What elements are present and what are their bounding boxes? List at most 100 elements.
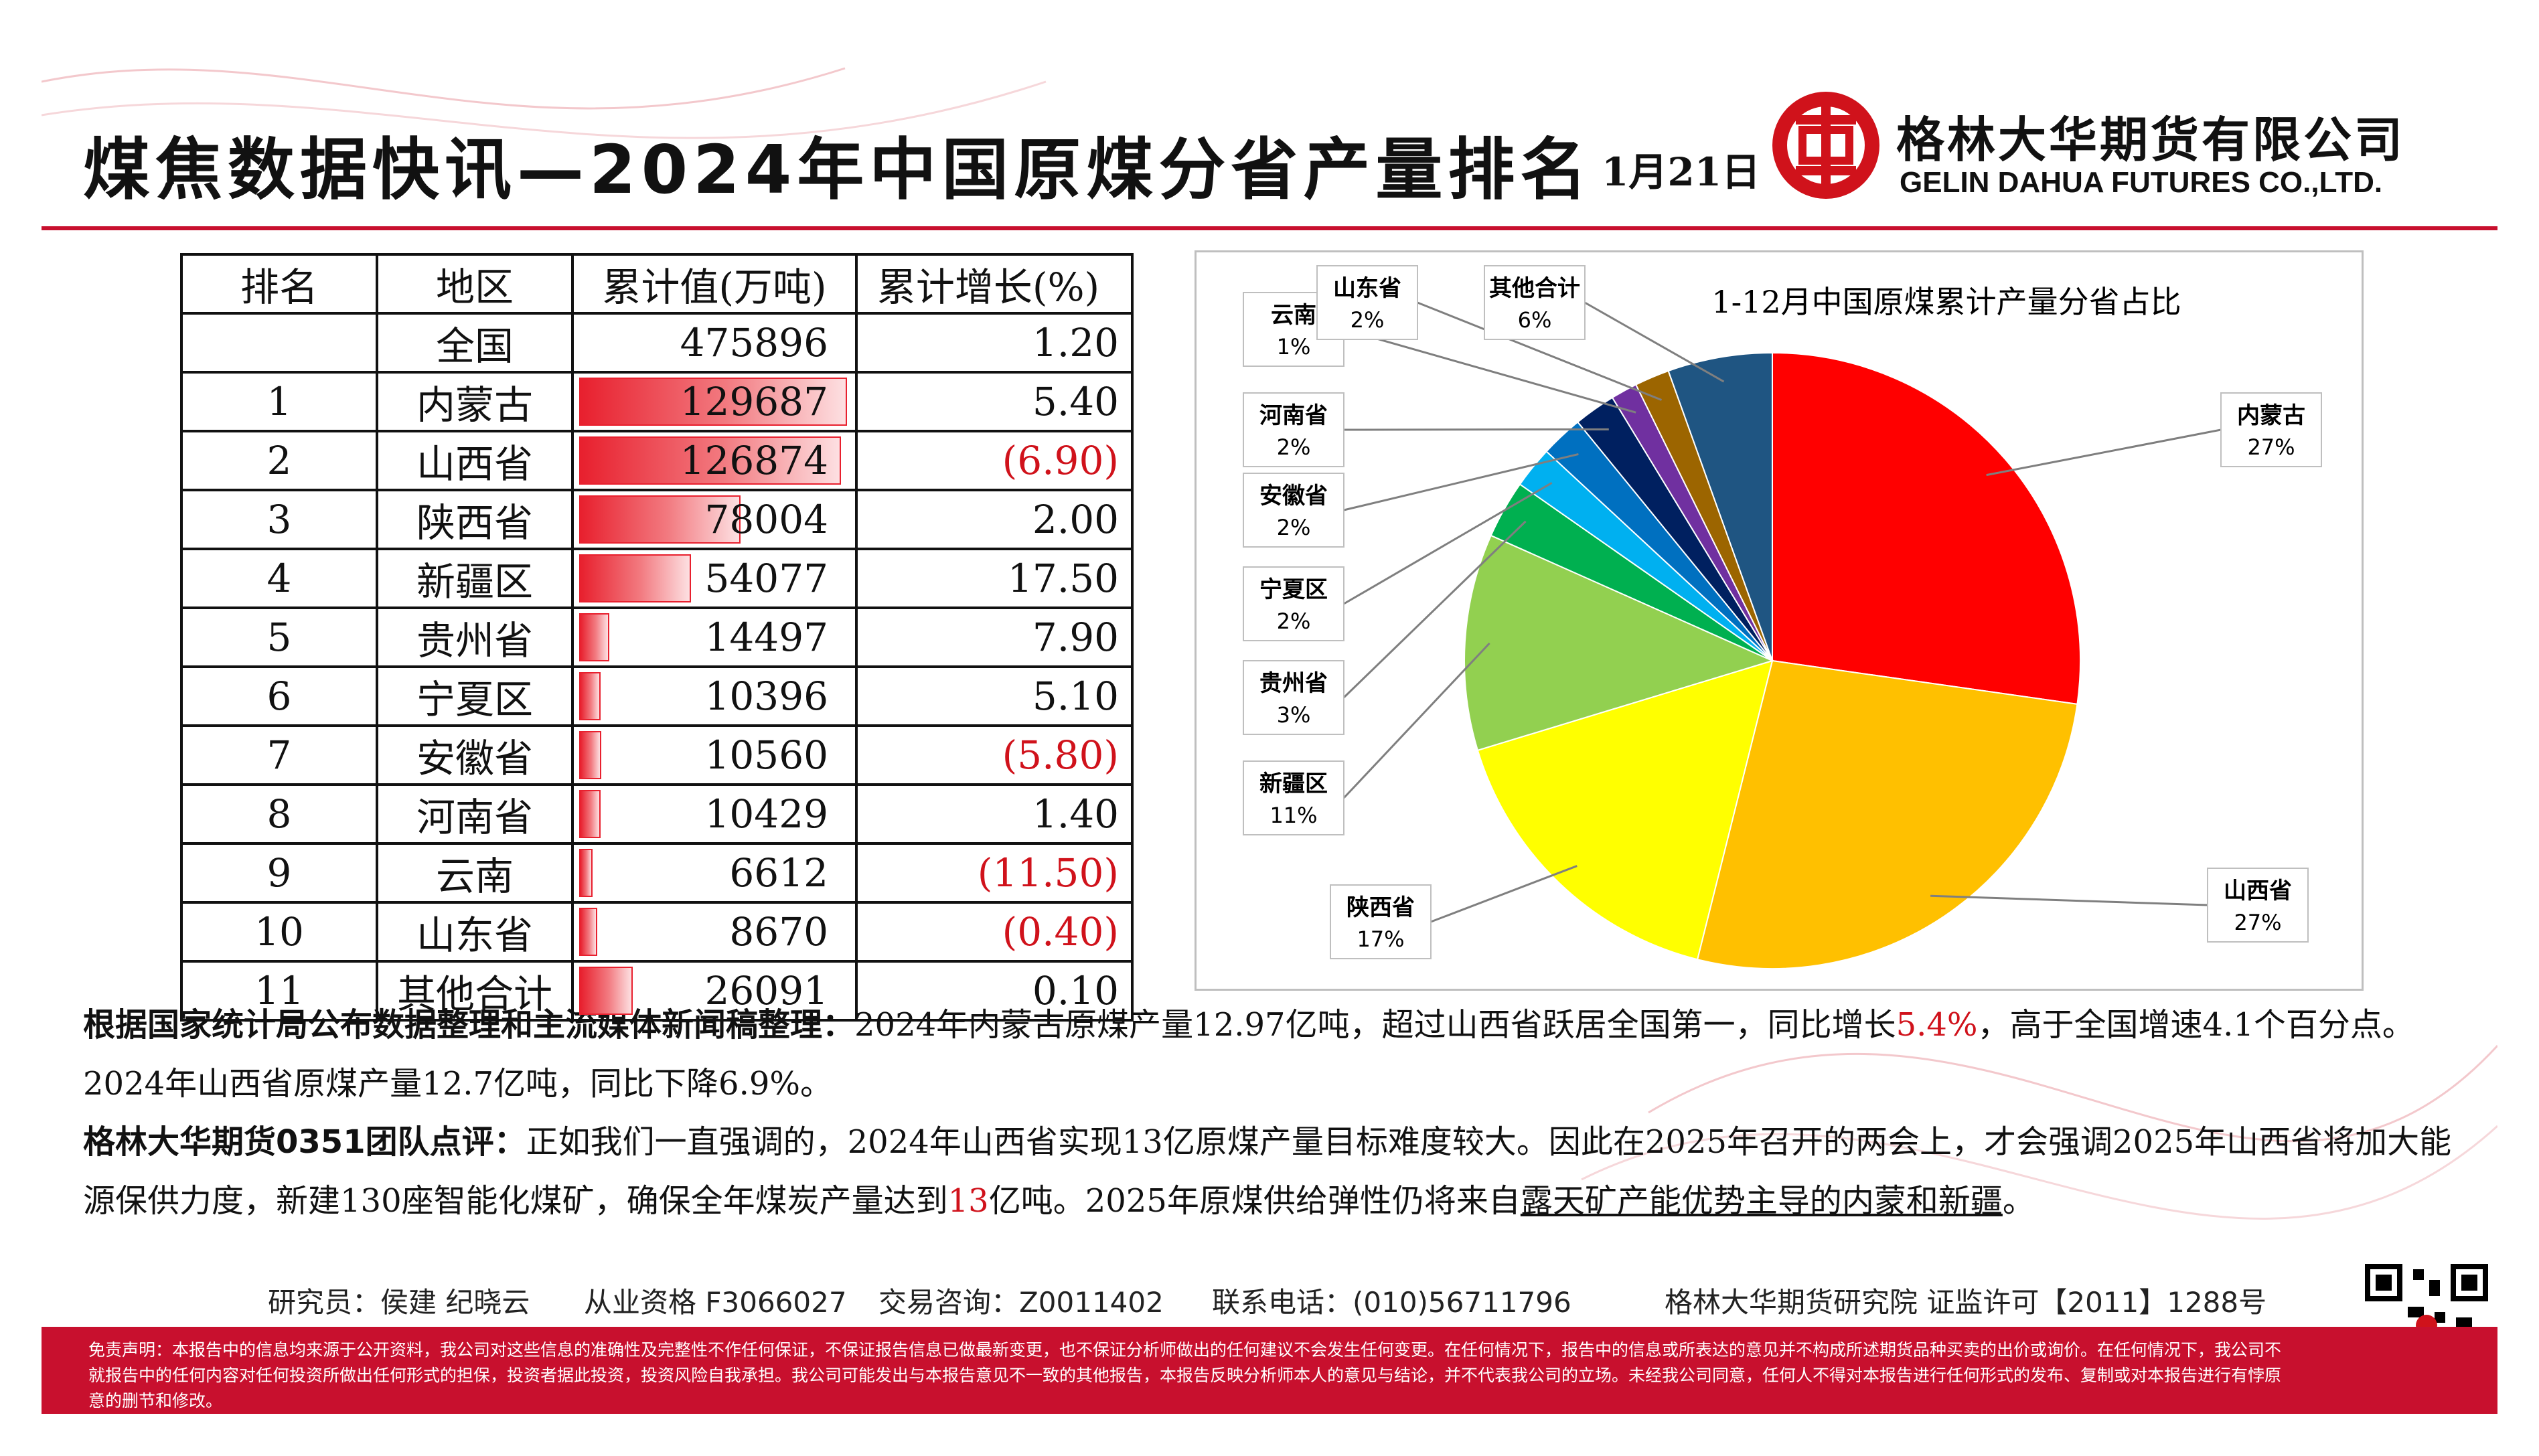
data-bar [579,967,633,1015]
cell-value: 54077 [571,548,858,609]
leader-line [1342,642,1490,799]
cell-value: 10396 [571,665,858,727]
footer-phone: 联系电话：(010)56711796 [1212,1286,1571,1319]
data-label-box [2207,868,2309,943]
cell-value: 129687 [571,371,858,432]
summary-lead: 根据国家统计局公布数据整理和主流媒体新闻稿整理： [83,1006,855,1044]
slice-name-label: 云南 [1271,302,1316,329]
data-bar [579,613,609,661]
page-title: 煤焦数据快讯—2024年中国原煤分省产量排名 [83,131,1593,209]
company-name-cn: 格林大华期货有限公司 [1896,112,2406,168]
decorative-waves [42,67,2497,1220]
slice-percent-label: 1% [1277,334,1311,359]
table-row: 1 内蒙古 129687 5.40 [180,371,1134,432]
pie-slice [1696,659,2078,969]
cell-value-text: 10429 [704,791,828,837]
cell-rank: 4 [180,548,378,609]
disclaimer-bar: 免责声明：本报告中的信息均来源于公开资料，我公司对这些信息的准确性及完整性不作任… [42,1327,2497,1414]
slice-name-label: 贵州省 [1259,670,1328,697]
cell-rank: 3 [180,489,378,550]
cell-value: 10429 [571,783,858,845]
cell-growth: 1.20 [855,312,1134,374]
slice-percent-label: 17% [1357,926,1404,952]
province-output-table: 排名 地区 累计值(万吨) 累计增长(%) 全国 475896 1.20 1 内蒙古 12… [180,253,1134,1022]
leader-line [1343,481,1553,605]
slice-name-label: 安徽省 [1259,483,1328,509]
slice-percent-label: 11% [1270,803,1317,828]
slice-percent-label: 2% [1277,515,1311,540]
cell-value-text: 8670 [729,909,828,955]
data-label-box [1316,265,1418,340]
cell-value-text: 6612 [729,850,828,896]
leader-line [1343,453,1579,511]
header-cumulative-value: 累计值(万吨) [571,253,858,315]
commentary-text-b: 亿吨。2025年原煤供给弹性仍将来自 [988,1182,1521,1220]
data-label-box [1243,660,1344,735]
data-bar [579,495,741,544]
cell-value: 78004 [571,489,858,550]
data-bar [579,672,601,720]
slice-percent-label: 27% [2247,434,2295,460]
cell-growth: (6.90) [855,430,1134,491]
cell-growth: 0.10 [855,960,1134,1022]
data-label-box [1243,760,1344,835]
table-row: 5 贵州省 14497 7.90 [180,606,1134,668]
pie-slice [1476,659,1774,961]
header-cumulative-growth: 累计增长(%) [855,253,1134,315]
cell-value: 6612 [571,842,858,904]
report-date: 1月21日 [1602,149,1761,195]
data-label-box [1243,392,1344,467]
slice-percent-label: 2% [1277,609,1311,634]
commentary-lead: 格林大华期货0351团队点评： [83,1123,526,1161]
table-header-row: 排名 地区 累计值(万吨) 累计增长(%) [180,253,1134,315]
table-row: 6 宁夏区 10396 5.10 [180,665,1134,727]
slice-name-label: 其他合计 [1489,275,1580,302]
slice-percent-label: 2% [1277,434,1311,460]
cell-growth: (0.40) [855,901,1134,963]
cell-rank: 7 [180,724,378,786]
header-rank: 排名 [180,253,378,315]
table-row: 全国 475896 1.20 [180,312,1134,374]
pie-chart-panel: 1-12月中国原煤累计产量分省占比 内蒙古 27% 山西省 27% 陕西省 17% 新疆区 11… [1195,250,2364,991]
header-region: 地区 [376,253,574,315]
table-row: 3 陕西省 78004 2.00 [180,489,1134,550]
table-row: 8 河南省 10429 1.40 [180,783,1134,845]
slice-percent-label: 3% [1277,702,1311,728]
leader-line [1430,865,1578,923]
leader-line [1343,328,1636,414]
data-label-box [1243,566,1344,641]
cell-value-text: 54077 [704,556,828,601]
cell-growth: (11.50) [855,842,1134,904]
cell-value-text: 14497 [704,615,828,660]
data-label-box [1243,473,1344,548]
data-bar [579,378,847,426]
cell-region: 河南省 [376,783,574,845]
data-bar [579,849,593,897]
slice-name-label: 山西省 [2224,878,2292,904]
footer-institute: 格林大华期货研究院 证监许可【2011】1288号 [1665,1286,2267,1319]
cell-region: 全国 [376,312,574,374]
leader-line [1584,301,1725,383]
footer-consult: 交易咨询：Z0011402 [878,1286,1164,1319]
cell-growth: 1.40 [855,783,1134,845]
pie-slice [1464,534,1774,752]
leader-line [1986,428,2222,477]
cell-value-text: 475896 [680,320,828,366]
title-divider [42,226,2497,230]
summary-text-b: ，高于全国增速4.1个百分点。2024年山西省原煤产量12.7亿吨，同比下降6.… [83,1006,2414,1103]
cell-value: 8670 [571,901,858,963]
table-row: 10 山东省 8670 (0.40) [180,901,1134,963]
cell-region: 安徽省 [376,724,574,786]
cell-rank [180,312,378,374]
cell-growth: 17.50 [855,548,1134,609]
data-label-box [1484,265,1586,340]
cell-rank: 6 [180,665,378,727]
paragraph-commentary: 格林大华期货0351团队点评：正如我们一直强调的，2024年山西省实现13亿原煤… [83,1113,2473,1230]
cell-rank: 11 [180,960,378,1022]
slice-name-label: 河南省 [1259,402,1328,429]
cell-region: 陕西省 [376,489,574,550]
report-card: 煤焦数据快讯—2024年中国原煤分省产量排名 1月21日 格林大华期货有限公司 … [42,42,2497,1414]
cell-rank: 9 [180,842,378,904]
data-label-box [2220,392,2322,467]
company-logo-icon [1772,92,1879,199]
